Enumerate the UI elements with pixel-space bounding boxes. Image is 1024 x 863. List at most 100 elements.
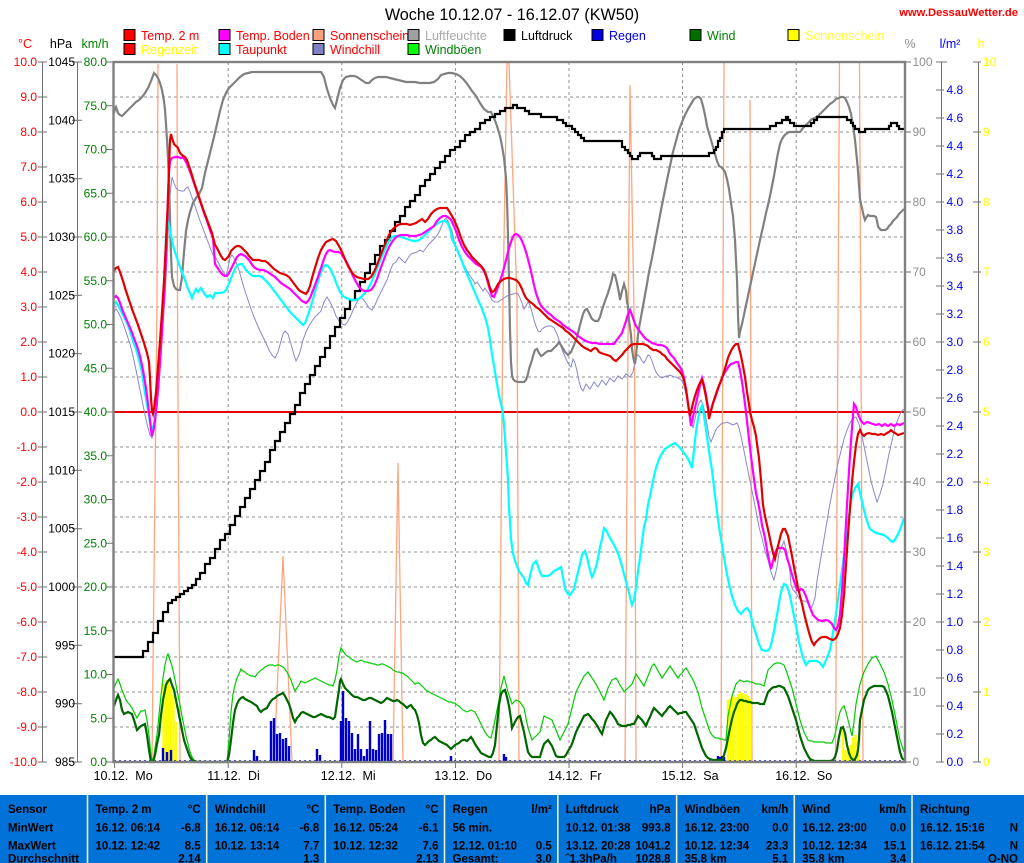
svg-text:985: 985 — [55, 755, 75, 769]
svg-text:6.0: 6.0 — [20, 195, 37, 209]
svg-text:Temp. Boden: Temp. Boden — [333, 804, 405, 816]
svg-text:2.4: 2.4 — [947, 419, 964, 433]
svg-text:Luftdruck: Luftdruck — [566, 804, 620, 816]
svg-text:Durchschnitt: Durchschnitt — [8, 854, 79, 863]
svg-text:4.8: 4.8 — [947, 83, 964, 97]
svg-text:7.6: 7.6 — [423, 841, 439, 853]
svg-text:Sonnenschein: Sonnenschein — [805, 29, 884, 43]
svg-text:10.12. 01:38: 10.12. 01:38 — [566, 823, 631, 835]
svg-text:0.0: 0.0 — [947, 755, 964, 769]
svg-text:1.2: 1.2 — [947, 587, 964, 601]
svg-text:16.12. So: 16.12. So — [775, 769, 832, 783]
svg-text:80.0: 80.0 — [84, 55, 108, 69]
svg-text:-4.0: -4.0 — [16, 545, 37, 559]
svg-text:-8.0: -8.0 — [16, 685, 37, 699]
svg-text:15.1: 15.1 — [884, 841, 907, 853]
svg-text:1040: 1040 — [48, 113, 75, 127]
svg-text:3.4: 3.4 — [890, 854, 907, 863]
svg-text:Windchill: Windchill — [330, 43, 380, 57]
svg-text:°C: °C — [188, 804, 201, 816]
svg-text:15.12. Sa: 15.12. Sa — [662, 769, 719, 783]
svg-text:3.8: 3.8 — [947, 223, 964, 237]
svg-text:2.8: 2.8 — [947, 363, 964, 377]
svg-text:1: 1 — [983, 685, 990, 699]
svg-text:MaxWert: MaxWert — [8, 841, 56, 853]
svg-text:995: 995 — [55, 638, 75, 652]
svg-text:12.12. 01:10: 12.12. 01:10 — [453, 841, 518, 853]
svg-text:0.2: 0.2 — [947, 727, 964, 741]
svg-text:25.0: 25.0 — [84, 536, 108, 550]
svg-text:75.0: 75.0 — [84, 99, 108, 113]
svg-text:1015: 1015 — [48, 405, 75, 419]
svg-text:°C: °C — [18, 37, 32, 51]
svg-text:70.0: 70.0 — [84, 143, 108, 157]
svg-text:8.0: 8.0 — [20, 125, 37, 139]
svg-text:10.12. 13:14: 10.12. 13:14 — [215, 841, 280, 853]
svg-text:Taupunkt: Taupunkt — [236, 43, 287, 57]
svg-text:Temp. 2 m: Temp. 2 m — [141, 29, 199, 43]
svg-text:20: 20 — [913, 615, 927, 629]
svg-text:Gesamt:: Gesamt: — [453, 854, 499, 863]
svg-text:www.DessauWetter.de: www.DessauWetter.de — [898, 7, 1018, 19]
svg-text:56 min.: 56 min. — [453, 823, 493, 835]
svg-text:Windchill: Windchill — [215, 804, 266, 816]
svg-text:Regen: Regen — [453, 804, 488, 816]
svg-text:%: % — [904, 37, 915, 51]
svg-text:10.12. 12:34: 10.12. 12:34 — [802, 841, 867, 853]
svg-text:8.5: 8.5 — [185, 841, 202, 853]
svg-text:l/m²: l/m² — [940, 37, 961, 51]
svg-text:0.4: 0.4 — [947, 699, 964, 713]
svg-text:10.12. 12:42: 10.12. 12:42 — [96, 841, 161, 853]
svg-text:4.6: 4.6 — [947, 111, 964, 125]
svg-text:100: 100 — [913, 55, 933, 69]
svg-text:9: 9 — [983, 125, 990, 139]
svg-text:16.12. 23:00: 16.12. 23:00 — [802, 823, 867, 835]
svg-text:1.6: 1.6 — [947, 531, 964, 545]
svg-text:1.0: 1.0 — [947, 615, 964, 629]
svg-text:23.3: 23.3 — [766, 841, 788, 853]
svg-text:O-NO: O-NO — [988, 854, 1018, 863]
svg-text:km/h: km/h — [879, 804, 906, 816]
svg-text:60.0: 60.0 — [84, 230, 108, 244]
svg-text:10.12. Mo: 10.12. Mo — [94, 769, 153, 783]
svg-text:16.12. 15:16: 16.12. 15:16 — [920, 823, 985, 835]
svg-text:993.8: 993.8 — [642, 823, 671, 835]
svg-text:-9.0: -9.0 — [16, 720, 37, 734]
svg-text:990: 990 — [55, 697, 75, 711]
svg-text:-6.8: -6.8 — [299, 823, 319, 835]
svg-text:13.12. Do: 13.12. Do — [434, 769, 492, 783]
svg-text:80: 80 — [913, 195, 927, 209]
svg-text:-6.8: -6.8 — [181, 823, 201, 835]
svg-text:12.12. Mi: 12.12. Mi — [321, 769, 376, 783]
svg-text:0.0: 0.0 — [890, 823, 906, 835]
svg-text:2.14: 2.14 — [178, 854, 201, 863]
svg-text:6: 6 — [983, 335, 990, 349]
svg-text:4.0: 4.0 — [20, 265, 37, 279]
svg-text:0.5: 0.5 — [536, 841, 553, 853]
svg-text:0.0: 0.0 — [20, 405, 37, 419]
svg-text:0.8: 0.8 — [947, 643, 964, 657]
svg-text:3.4: 3.4 — [947, 279, 964, 293]
svg-text:3: 3 — [983, 545, 990, 559]
svg-text:3.0: 3.0 — [947, 335, 964, 349]
svg-text:Woche 10.12.07 - 16.12.07 (KW5: Woche 10.12.07 - 16.12.07 (KW50) — [385, 6, 639, 24]
svg-text:35.8 km: 35.8 km — [685, 854, 727, 863]
svg-text:Wind: Wind — [802, 804, 830, 816]
svg-text:Temp. 2 m: Temp. 2 m — [96, 804, 152, 816]
svg-text:1.8: 1.8 — [947, 503, 964, 517]
svg-text:Temp. Boden: Temp. Boden — [236, 29, 310, 43]
svg-text:1028.8: 1028.8 — [635, 854, 671, 863]
svg-text:16.12. 05:24: 16.12. 05:24 — [333, 823, 398, 835]
svg-text:50.0: 50.0 — [84, 318, 108, 332]
svg-text:1.0: 1.0 — [20, 370, 37, 384]
svg-text:55.0: 55.0 — [84, 274, 108, 288]
svg-text:Windböen: Windböen — [425, 43, 481, 57]
svg-text:7: 7 — [983, 265, 990, 279]
svg-text:Luftdruck: Luftdruck — [521, 29, 573, 43]
svg-text:1005: 1005 — [48, 522, 75, 536]
svg-text:3.2: 3.2 — [947, 307, 964, 321]
svg-text:20.0: 20.0 — [84, 580, 108, 594]
svg-text:0.6: 0.6 — [947, 671, 964, 685]
svg-text:N: N — [1010, 823, 1018, 835]
svg-text:4.0: 4.0 — [947, 195, 964, 209]
